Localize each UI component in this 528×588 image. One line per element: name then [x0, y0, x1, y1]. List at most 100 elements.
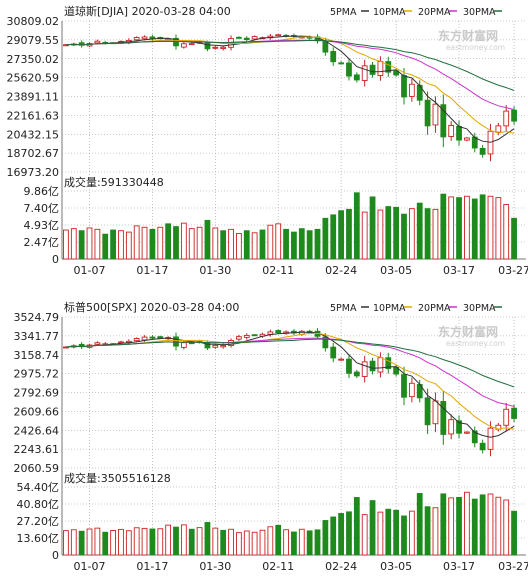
legend-label: 5PMA	[330, 303, 357, 314]
volume-bar	[141, 527, 148, 556]
ma5-line	[65, 331, 515, 438]
candle-body	[408, 382, 415, 398]
volume-bar	[456, 496, 462, 556]
volume-bar	[94, 228, 101, 260]
volume-bar	[251, 531, 258, 556]
volume-bar	[338, 210, 344, 260]
candle-body	[141, 36, 148, 40]
candle-body	[204, 42, 211, 50]
candle-body	[464, 137, 470, 141]
date-tick-label: 01-17	[136, 560, 168, 573]
volume-bar	[487, 195, 494, 260]
candle-body	[173, 336, 179, 347]
volume-bar	[306, 230, 313, 260]
candle-body	[251, 36, 258, 40]
volume-bar	[196, 226, 203, 260]
volume-bar	[110, 229, 116, 260]
volume-bar	[322, 520, 329, 556]
candle-body	[361, 65, 368, 81]
volume-bar	[283, 228, 289, 260]
volume-bar	[448, 196, 455, 260]
price-tick-label: 3341.77	[14, 330, 60, 343]
volume-bar	[149, 228, 156, 260]
candle-body	[377, 357, 384, 373]
volume-bar	[377, 511, 384, 556]
legend-label: 10PMA	[373, 303, 406, 314]
ma20-line	[65, 337, 515, 407]
date-tick-label: 02-24	[325, 560, 357, 573]
volume-bar	[408, 510, 415, 556]
candle-body	[464, 431, 470, 434]
volume-bar	[416, 493, 423, 556]
candle-body	[440, 104, 447, 138]
djia-kline-chart[interactable]: 30809.02 29079.55 27350.02 25620.59 23891.11…	[0, 0, 528, 292]
volume-bar	[479, 494, 486, 556]
candle-body	[149, 336, 156, 339]
volume-tick-label: 54.40亿	[17, 481, 60, 494]
volume-bar	[86, 227, 93, 260]
djia-chart-panel[interactable]: 30809.02 29079.55 27350.02 25620.59 23891.11…	[0, 0, 528, 292]
volume-title-background	[63, 471, 183, 485]
price-tick-label: 29079.55	[7, 34, 60, 47]
volume-bar	[346, 208, 352, 260]
volume-bar	[78, 530, 85, 556]
candle-body	[275, 34, 282, 37]
legend-label: 20PMA	[418, 7, 451, 18]
date-tick-label: 01-17	[136, 264, 168, 277]
price-tick-label: 22161.63	[7, 109, 60, 122]
volume-bar	[385, 508, 392, 556]
spx-kline-chart[interactable]: 3524.79 3341.77 3158.74 2975.72 2792.69 2609.…	[0, 296, 528, 588]
candle-body	[511, 407, 517, 419]
price-tick-label: 23891.11	[7, 91, 60, 104]
volume-bar	[511, 510, 517, 556]
volume-bar	[86, 528, 93, 556]
candle-body	[479, 442, 486, 451]
date-tick-label: 03-17	[443, 560, 475, 573]
volume-bar	[424, 506, 431, 556]
volume-tick-label: 9.86亿	[24, 185, 60, 198]
volume-bar	[369, 500, 376, 556]
date-tick-label: 03-05	[380, 264, 412, 277]
candle-body	[322, 41, 329, 53]
volume-bar	[369, 196, 376, 260]
price-tick-label: 2609.66	[14, 405, 60, 418]
date-tick-label: 02-11	[262, 264, 294, 277]
candle-body	[236, 336, 242, 340]
volume-bar	[70, 228, 77, 260]
candle-body	[220, 345, 227, 348]
volume-tick-label: 0	[52, 253, 59, 266]
volume-bar	[180, 222, 187, 260]
volume-bar	[401, 515, 407, 556]
volume-bar	[464, 491, 470, 556]
volume-bar	[456, 197, 462, 260]
candle-body	[385, 357, 392, 370]
volume-bar	[165, 524, 172, 556]
volume-bar	[306, 530, 313, 556]
date-tick-label: 03-17	[443, 264, 475, 277]
candle-body	[511, 109, 517, 122]
chart-title: 标普500[SPX] 2020-03-28 04:00	[64, 300, 239, 314]
price-tick-label: 16973.20	[7, 166, 60, 179]
candle-body	[432, 400, 439, 425]
spx-chart-panel[interactable]: 3524.79 3341.77 3158.74 2975.72 2792.69 2609.…	[0, 296, 528, 588]
volume-bar	[118, 528, 124, 556]
legend-label: 10PMA	[373, 7, 406, 18]
candle-body	[487, 427, 494, 450]
price-tick-label: 2243.61	[14, 443, 60, 456]
candle-body	[338, 62, 344, 65]
candle-body	[495, 125, 502, 133]
candle-body	[503, 408, 510, 426]
volume-bar	[479, 194, 486, 260]
volume-bar	[259, 529, 266, 556]
volume-bar	[291, 531, 297, 556]
candle-body	[94, 342, 101, 345]
candle-body	[141, 336, 148, 341]
legend-label: 30PMA	[463, 7, 496, 18]
volume-bar	[110, 530, 116, 556]
candle-body	[432, 103, 439, 126]
volume-bar	[243, 530, 250, 556]
candle-body	[243, 37, 250, 41]
candle-body	[456, 420, 462, 434]
price-tick-label: 2792.69	[14, 387, 60, 400]
price-tick-label: 3158.74	[14, 349, 60, 362]
